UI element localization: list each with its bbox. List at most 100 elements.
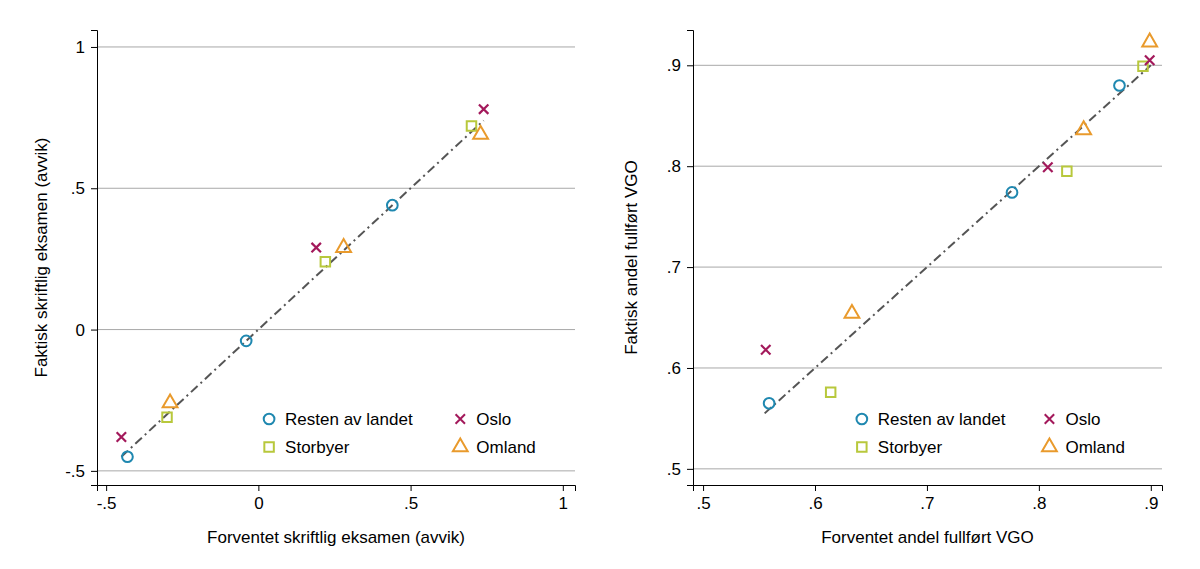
y-axis-title: Faktisk andel fullført VGO — [622, 160, 641, 355]
grid — [693, 65, 1162, 469]
legend-label: Resten av landet — [878, 410, 1006, 429]
point — [387, 200, 398, 211]
tick-mark — [563, 485, 564, 491]
tick-label: .6 — [667, 359, 681, 378]
tick-label: .9 — [667, 56, 681, 75]
tick: .8 — [1032, 485, 1046, 513]
tick: -.5 — [97, 485, 117, 513]
grid — [97, 47, 575, 471]
tick: .9 — [1144, 485, 1158, 513]
tick-label: 0 — [254, 494, 263, 513]
tick: -.5 — [65, 462, 97, 481]
tick-mark — [106, 485, 107, 491]
tick-mark — [411, 485, 412, 491]
y-axis: .5 .6 .7 .8 .9 — [667, 31, 694, 486]
tick-mark — [91, 330, 97, 331]
legend-marker — [456, 414, 465, 423]
legend-marker — [857, 442, 866, 451]
tick-label: .5 — [404, 494, 418, 513]
legend-label: Storbyer — [285, 438, 350, 457]
tick-mark — [927, 485, 928, 491]
tick: 0 — [254, 485, 263, 513]
legend-marker — [856, 414, 867, 425]
legend-label: Omland — [1065, 438, 1125, 457]
tick: .7 — [920, 485, 934, 513]
point — [826, 387, 835, 396]
tick-label: 1 — [559, 494, 568, 513]
tick-label: 1 — [76, 38, 85, 57]
tick-label: .7 — [667, 258, 681, 277]
tick-label: .5 — [71, 179, 85, 198]
tick-label: .5 — [696, 494, 710, 513]
tick-label: .9 — [1144, 494, 1158, 513]
legend-label: Omland — [476, 438, 536, 457]
point — [122, 451, 133, 462]
point — [241, 336, 252, 347]
tick-label: 0 — [76, 321, 85, 340]
tick-mark — [1039, 485, 1040, 491]
grid-line — [97, 329, 575, 330]
tick: .9 — [667, 56, 693, 75]
legend-item: Omland — [453, 438, 536, 457]
tick: 0 — [76, 321, 97, 340]
point — [479, 104, 488, 113]
legend-label: Resten av landet — [285, 410, 413, 429]
plot-area — [117, 104, 489, 462]
point — [1114, 80, 1125, 91]
panel: .5.6.7.8.9.5.6.7.8.9Forventet andel full… — [622, 31, 1163, 548]
point — [336, 239, 351, 252]
figure: -.5 0 .5 1 -.5 0 .5 1 Forventet skriftlig eksame… — [0, 0, 1200, 569]
x-axis-title: Forventet skriftlig eksamen (avvik) — [207, 528, 465, 547]
tick-mark — [91, 188, 97, 189]
grid-line — [693, 367, 1162, 368]
tick: .5 — [71, 179, 97, 198]
legend: Resten av landet Storbyer Oslo Omland — [264, 410, 536, 457]
point — [1062, 166, 1071, 175]
legend-item: Oslo — [1045, 410, 1101, 429]
tick-mark — [1151, 485, 1152, 491]
tick-label: .8 — [1032, 494, 1046, 513]
y-axis-title: Faktisk skriftlig eksamen (avvik) — [32, 138, 51, 378]
plot-area — [761, 34, 1157, 414]
point — [1043, 162, 1052, 171]
grid-line — [97, 46, 575, 47]
legend-marker — [264, 414, 275, 425]
point — [311, 243, 320, 252]
tick-mark — [687, 469, 693, 470]
tick: .5 — [696, 485, 710, 513]
tick: 1 — [559, 485, 568, 513]
tick: .7 — [667, 258, 693, 277]
tick-label: -.5 — [97, 494, 117, 513]
tick-label: -.5 — [65, 462, 85, 481]
tick: 1 — [76, 38, 97, 57]
point — [761, 345, 770, 354]
legend-marker — [1042, 438, 1057, 451]
y-axis: -.5 0 .5 1 — [65, 31, 97, 486]
legend-item: Resten av landet — [856, 410, 1005, 429]
tick: .8 — [667, 157, 693, 176]
grid-line — [693, 166, 1162, 167]
tick-label: .7 — [920, 494, 934, 513]
panel: -.5 0 .5 1 -.5 0 .5 1 Forventet skriftlig eksame… — [32, 31, 576, 548]
reference-line — [121, 120, 483, 456]
tick-label: .5 — [667, 460, 681, 479]
tick-mark — [91, 471, 97, 472]
grid-line — [97, 188, 575, 189]
tick-label: .8 — [667, 157, 681, 176]
legend-label: Storbyer — [878, 438, 943, 457]
grid-line — [97, 470, 575, 471]
point — [163, 394, 178, 407]
legend-item: Oslo — [456, 410, 512, 429]
x-axis: .5.6.7.8.9 — [694, 485, 1163, 513]
point — [321, 257, 330, 266]
point — [1007, 187, 1018, 198]
point — [764, 398, 775, 409]
legend-label: Oslo — [1065, 410, 1100, 429]
legend-label: Oslo — [476, 410, 511, 429]
x-axis: -.5 0 .5 1 — [97, 485, 576, 513]
legend-marker — [1045, 414, 1054, 423]
tick-mark — [687, 368, 693, 369]
tick-mark — [91, 47, 97, 48]
tick-mark — [703, 485, 704, 491]
legend-item: Omland — [1042, 438, 1125, 457]
